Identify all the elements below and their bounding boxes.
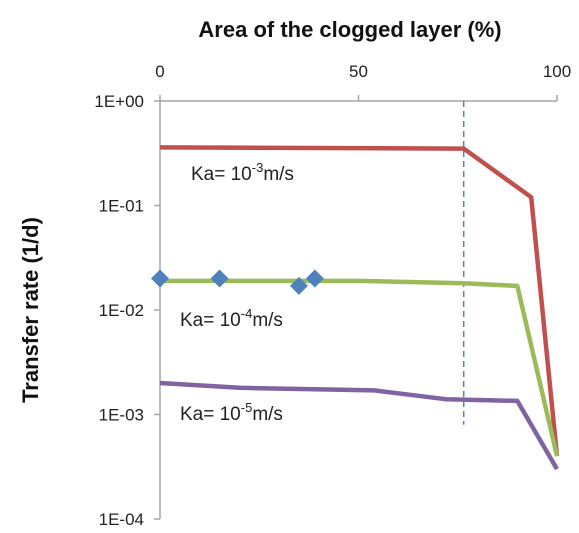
y-tick-label: 1E+00	[94, 92, 144, 111]
x-tick-label: 50	[349, 62, 368, 81]
diamond-marker	[305, 269, 324, 288]
diamond-marker	[289, 276, 308, 295]
diamond-marker	[151, 269, 169, 288]
y-tick-label: 1E-04	[99, 510, 144, 529]
diamond-marker	[210, 269, 229, 288]
axes	[154, 95, 558, 520]
y-axis-title: Transfer rate (1/d)	[18, 217, 43, 403]
x-tick-label: 0	[155, 62, 164, 81]
series-group	[159, 145, 560, 471]
markers-group	[151, 269, 324, 295]
y-tick-label: 1E-01	[99, 197, 144, 216]
series-label: Ka= 10-5m/s	[180, 400, 283, 425]
tick-labels: 0 50 100 1E+00 1E-01 1E-02 1E-03 1E-04	[94, 62, 571, 529]
series-labels: Ka= 10-3m/s Ka= 10-4m/s Ka= 10-5m/s	[180, 160, 294, 425]
x-axis-title: Area of the clogged layer (%)	[198, 17, 501, 42]
y-tick-label: 1E-03	[99, 406, 144, 425]
series-line-ka-1e-4	[160, 278, 560, 457]
series-label: Ka= 10-4m/s	[180, 306, 283, 331]
series-line-ka-1e-3	[159, 145, 560, 457]
y-tick-label: 1E-02	[99, 301, 144, 320]
series-label: Ka= 10-3m/s	[191, 160, 294, 185]
series-line-ka-1e-5	[159, 380, 559, 471]
x-tick-label: 100	[543, 62, 571, 81]
